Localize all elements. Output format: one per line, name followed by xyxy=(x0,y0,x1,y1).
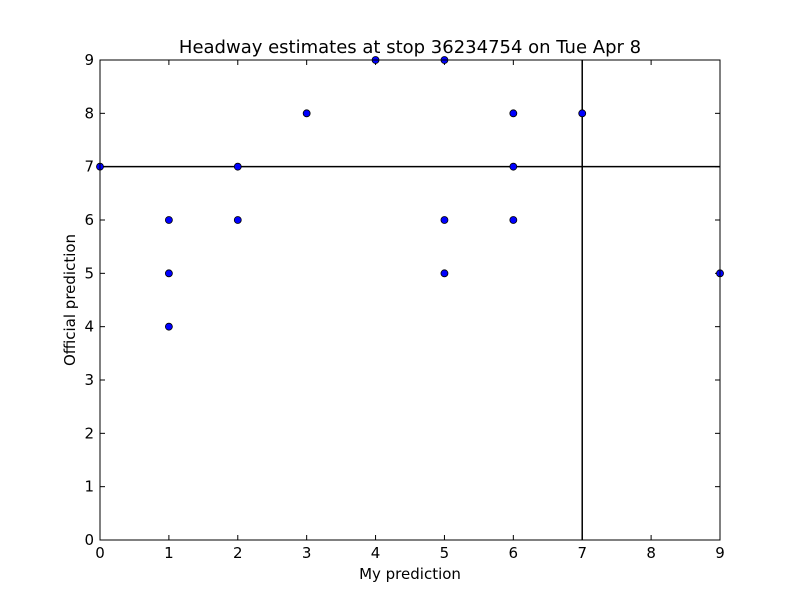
x-tick-label: 4 xyxy=(371,544,381,562)
x-tick-label: 1 xyxy=(164,544,174,562)
y-tick-label: 8 xyxy=(84,104,94,122)
y-tick-label: 2 xyxy=(84,424,94,442)
y-tick-label: 5 xyxy=(84,264,94,282)
y-axis-label: Official prediction xyxy=(61,234,79,366)
x-tick-label: 6 xyxy=(509,544,519,562)
data-point xyxy=(233,216,242,224)
data-point xyxy=(440,216,449,224)
data-point xyxy=(302,109,311,118)
data-point xyxy=(440,269,449,278)
x-tick-label: 3 xyxy=(302,544,312,562)
x-tick-label: 7 xyxy=(577,544,587,562)
y-tick-label: 0 xyxy=(84,531,94,549)
x-tick-label: 2 xyxy=(233,544,243,562)
data-point xyxy=(509,216,518,224)
chart-title: Headway estimates at stop 36234754 on Tu… xyxy=(179,37,641,58)
data-point xyxy=(164,216,173,224)
data-point xyxy=(578,109,587,118)
y-tick-label: 6 xyxy=(84,211,94,229)
data-point xyxy=(233,162,242,171)
data-point xyxy=(164,322,173,331)
y-tick-label: 3 xyxy=(84,371,94,389)
x-tick-label: 0 xyxy=(95,544,105,562)
data-point xyxy=(164,269,173,278)
data-point xyxy=(509,162,518,171)
plot-area: 0 1 2 3 4 5 6 7 8 9 0 1 2 3 4 5 6 7 8 9 xyxy=(84,51,724,562)
y-tick-label: 1 xyxy=(84,478,94,496)
x-tick-label: 5 xyxy=(440,544,450,562)
x-tick-label: 8 xyxy=(646,544,656,562)
y-tick-label: 4 xyxy=(84,318,94,336)
data-point xyxy=(509,109,518,118)
y-tick-label: 9 xyxy=(84,51,94,69)
y-tick-label: 7 xyxy=(84,158,94,176)
axes-frame xyxy=(99,59,721,541)
x-tick-label: 9 xyxy=(715,544,725,562)
x-axis-label: My prediction xyxy=(359,565,461,583)
axes-background xyxy=(100,60,720,540)
